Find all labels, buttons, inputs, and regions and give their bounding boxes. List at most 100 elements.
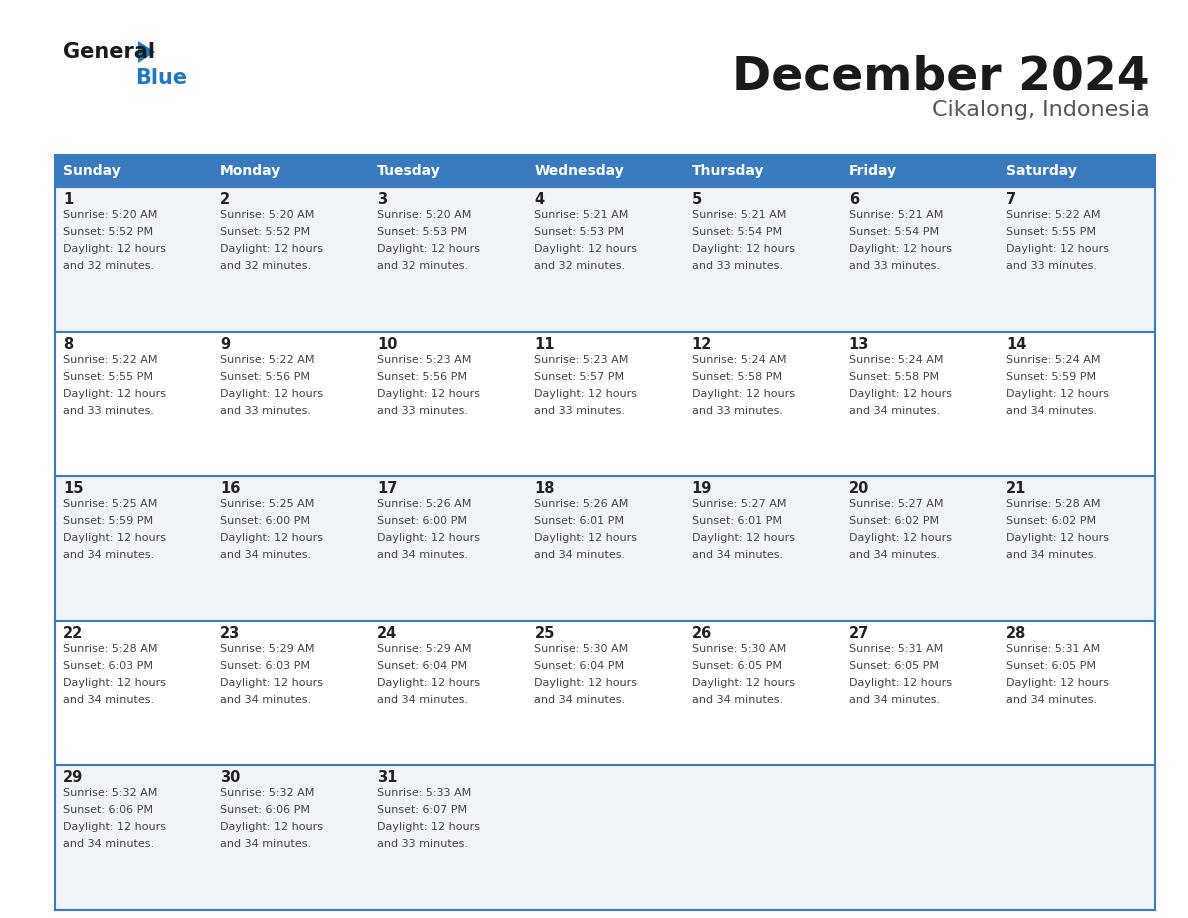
- Text: December 2024: December 2024: [732, 55, 1150, 100]
- Text: Sunrise: 5:27 AM: Sunrise: 5:27 AM: [848, 499, 943, 509]
- Text: and 33 minutes.: and 33 minutes.: [63, 406, 154, 416]
- Text: 13: 13: [848, 337, 870, 352]
- Text: Sunset: 5:56 PM: Sunset: 5:56 PM: [378, 372, 467, 382]
- Text: Sunrise: 5:25 AM: Sunrise: 5:25 AM: [63, 499, 157, 509]
- Text: Sunset: 5:54 PM: Sunset: 5:54 PM: [848, 227, 939, 237]
- Text: Sunrise: 5:26 AM: Sunrise: 5:26 AM: [378, 499, 472, 509]
- Text: Sunset: 6:03 PM: Sunset: 6:03 PM: [63, 661, 153, 671]
- Text: and 34 minutes.: and 34 minutes.: [1006, 406, 1097, 416]
- Text: Sunset: 6:05 PM: Sunset: 6:05 PM: [848, 661, 939, 671]
- Text: and 33 minutes.: and 33 minutes.: [220, 406, 311, 416]
- Text: Sunrise: 5:20 AM: Sunrise: 5:20 AM: [220, 210, 315, 220]
- Text: Sunrise: 5:27 AM: Sunrise: 5:27 AM: [691, 499, 786, 509]
- Text: 16: 16: [220, 481, 240, 497]
- Text: General: General: [63, 42, 154, 62]
- Bar: [369, 155, 526, 187]
- Text: and 33 minutes.: and 33 minutes.: [848, 261, 940, 271]
- Text: Sunrise: 5:23 AM: Sunrise: 5:23 AM: [378, 354, 472, 364]
- Bar: [55, 766, 1155, 910]
- Text: Sunrise: 5:22 AM: Sunrise: 5:22 AM: [220, 354, 315, 364]
- Text: Sunset: 5:55 PM: Sunset: 5:55 PM: [63, 372, 153, 382]
- Text: Daylight: 12 hours: Daylight: 12 hours: [848, 533, 952, 543]
- Text: 21: 21: [1006, 481, 1026, 497]
- Text: and 34 minutes.: and 34 minutes.: [535, 550, 626, 560]
- Text: Sunset: 5:59 PM: Sunset: 5:59 PM: [63, 516, 153, 526]
- Text: and 34 minutes.: and 34 minutes.: [848, 550, 940, 560]
- Text: Sunset: 5:56 PM: Sunset: 5:56 PM: [220, 372, 310, 382]
- Text: Daylight: 12 hours: Daylight: 12 hours: [378, 388, 480, 398]
- Text: Daylight: 12 hours: Daylight: 12 hours: [848, 244, 952, 254]
- Text: Sunrise: 5:24 AM: Sunrise: 5:24 AM: [1006, 354, 1100, 364]
- Text: Sunset: 5:53 PM: Sunset: 5:53 PM: [535, 227, 625, 237]
- Text: Daylight: 12 hours: Daylight: 12 hours: [63, 823, 166, 833]
- Text: 24: 24: [378, 626, 398, 641]
- Text: Daylight: 12 hours: Daylight: 12 hours: [63, 677, 166, 688]
- Bar: [55, 331, 1155, 476]
- Text: and 34 minutes.: and 34 minutes.: [220, 550, 311, 560]
- Text: Sunrise: 5:33 AM: Sunrise: 5:33 AM: [378, 789, 472, 799]
- Text: 6: 6: [848, 192, 859, 207]
- Text: Sunset: 6:02 PM: Sunset: 6:02 PM: [1006, 516, 1097, 526]
- Text: Sunrise: 5:21 AM: Sunrise: 5:21 AM: [535, 210, 628, 220]
- Text: Daylight: 12 hours: Daylight: 12 hours: [378, 533, 480, 543]
- Text: Sunset: 6:06 PM: Sunset: 6:06 PM: [220, 805, 310, 815]
- Text: Sunrise: 5:29 AM: Sunrise: 5:29 AM: [378, 644, 472, 654]
- Text: Daylight: 12 hours: Daylight: 12 hours: [220, 533, 323, 543]
- Text: Sunrise: 5:21 AM: Sunrise: 5:21 AM: [848, 210, 943, 220]
- Text: Wednesday: Wednesday: [535, 164, 624, 178]
- Text: Sunrise: 5:22 AM: Sunrise: 5:22 AM: [63, 354, 158, 364]
- Text: Blue: Blue: [135, 68, 188, 88]
- Text: and 33 minutes.: and 33 minutes.: [691, 261, 783, 271]
- Text: Sunset: 6:00 PM: Sunset: 6:00 PM: [378, 516, 467, 526]
- Text: and 34 minutes.: and 34 minutes.: [378, 550, 468, 560]
- Bar: [213, 155, 369, 187]
- Text: 12: 12: [691, 337, 712, 352]
- Text: 3: 3: [378, 192, 387, 207]
- Text: Sunrise: 5:30 AM: Sunrise: 5:30 AM: [535, 644, 628, 654]
- Bar: [55, 621, 1155, 766]
- Text: Daylight: 12 hours: Daylight: 12 hours: [63, 533, 166, 543]
- Text: and 34 minutes.: and 34 minutes.: [220, 695, 311, 705]
- Text: Sunrise: 5:32 AM: Sunrise: 5:32 AM: [220, 789, 315, 799]
- Bar: [526, 155, 683, 187]
- Text: Daylight: 12 hours: Daylight: 12 hours: [378, 823, 480, 833]
- Text: Sunset: 5:52 PM: Sunset: 5:52 PM: [63, 227, 153, 237]
- Text: 17: 17: [378, 481, 398, 497]
- Text: Daylight: 12 hours: Daylight: 12 hours: [63, 244, 166, 254]
- Text: Daylight: 12 hours: Daylight: 12 hours: [220, 823, 323, 833]
- Text: 27: 27: [848, 626, 868, 641]
- Text: and 34 minutes.: and 34 minutes.: [1006, 550, 1097, 560]
- Text: and 34 minutes.: and 34 minutes.: [691, 695, 783, 705]
- Text: Sunset: 5:54 PM: Sunset: 5:54 PM: [691, 227, 782, 237]
- Text: and 34 minutes.: and 34 minutes.: [63, 550, 154, 560]
- Text: 5: 5: [691, 192, 702, 207]
- Text: Daylight: 12 hours: Daylight: 12 hours: [378, 244, 480, 254]
- Text: 30: 30: [220, 770, 240, 786]
- Polygon shape: [138, 41, 154, 63]
- Text: Sunrise: 5:29 AM: Sunrise: 5:29 AM: [220, 644, 315, 654]
- Text: and 34 minutes.: and 34 minutes.: [691, 550, 783, 560]
- Text: Sunrise: 5:22 AM: Sunrise: 5:22 AM: [1006, 210, 1100, 220]
- Text: Daylight: 12 hours: Daylight: 12 hours: [691, 677, 795, 688]
- Text: Sunrise: 5:20 AM: Sunrise: 5:20 AM: [378, 210, 472, 220]
- Text: 15: 15: [63, 481, 83, 497]
- Text: Sunset: 6:04 PM: Sunset: 6:04 PM: [535, 661, 625, 671]
- Text: Sunset: 5:57 PM: Sunset: 5:57 PM: [535, 372, 625, 382]
- Text: Daylight: 12 hours: Daylight: 12 hours: [691, 533, 795, 543]
- Text: Daylight: 12 hours: Daylight: 12 hours: [378, 677, 480, 688]
- Text: Sunrise: 5:30 AM: Sunrise: 5:30 AM: [691, 644, 785, 654]
- Text: Sunrise: 5:25 AM: Sunrise: 5:25 AM: [220, 499, 315, 509]
- Text: Daylight: 12 hours: Daylight: 12 hours: [691, 244, 795, 254]
- Text: Daylight: 12 hours: Daylight: 12 hours: [1006, 244, 1108, 254]
- Text: Sunrise: 5:31 AM: Sunrise: 5:31 AM: [1006, 644, 1100, 654]
- Text: Sunrise: 5:26 AM: Sunrise: 5:26 AM: [535, 499, 628, 509]
- Bar: [55, 155, 213, 187]
- Text: Daylight: 12 hours: Daylight: 12 hours: [1006, 388, 1108, 398]
- Text: Sunrise: 5:28 AM: Sunrise: 5:28 AM: [1006, 499, 1100, 509]
- Text: Monday: Monday: [220, 164, 282, 178]
- Text: 14: 14: [1006, 337, 1026, 352]
- Text: Friday: Friday: [848, 164, 897, 178]
- Text: Sunset: 5:58 PM: Sunset: 5:58 PM: [691, 372, 782, 382]
- Text: and 34 minutes.: and 34 minutes.: [63, 695, 154, 705]
- Text: 11: 11: [535, 337, 555, 352]
